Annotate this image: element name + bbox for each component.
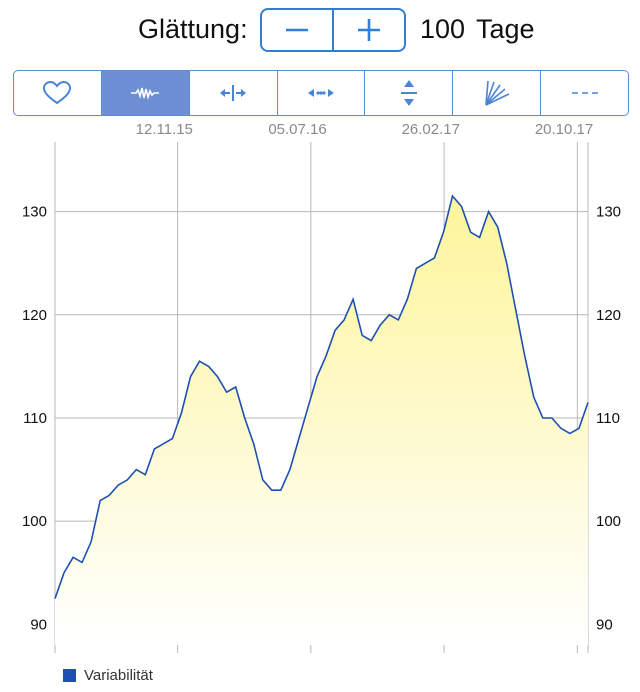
- y-tick-label-left: 100: [22, 513, 47, 530]
- y-tick-label-left: 130: [22, 204, 47, 221]
- variability-chart: 90 90 100 100 110 110 120 120 130 130 12.11.15 05.0…: [22, 121, 621, 653]
- legend-swatch: [63, 669, 76, 682]
- favorite-tool-button[interactable]: [14, 71, 101, 115]
- area-fill: [55, 196, 588, 645]
- y-tick-label-left: 120: [22, 307, 47, 324]
- horizontal-dots-arrows-icon: [308, 89, 334, 97]
- increase-smoothing-button[interactable]: [332, 10, 404, 50]
- vertical-expand-icon: [400, 80, 417, 106]
- x-tick-label: 20.10.17: [535, 121, 593, 138]
- x-tick-label: 26.02.17: [402, 121, 460, 138]
- x-tick-label: 05.07.16: [268, 121, 326, 138]
- axis-labels: 90 90 100 100 110 110 120 120 130 130 12.11.15 05.0…: [22, 121, 621, 633]
- y-tick-label-right: 90: [596, 616, 613, 633]
- smoothing-label: Glättung:: [138, 14, 248, 44]
- y-tick-label-left: 90: [30, 616, 47, 633]
- decrease-smoothing-button[interactable]: [262, 10, 332, 50]
- horizontal-points-tool-button[interactable]: [276, 71, 365, 115]
- chart-legend: Variabilität: [63, 667, 153, 684]
- waveform-tool-button[interactable]: [100, 71, 189, 115]
- heart-icon: [43, 80, 72, 105]
- vertical-expand-tool-button[interactable]: [364, 71, 452, 115]
- minus-icon: [286, 28, 308, 32]
- dashed-line-tool-button[interactable]: [540, 71, 628, 115]
- smoothing-stepper: [260, 8, 406, 52]
- y-tick-label-left: 110: [23, 410, 47, 427]
- horizontal-expand-icon: [220, 85, 247, 101]
- plus-icon: [358, 19, 380, 41]
- horizontal-expand-tool-button[interactable]: [188, 71, 277, 115]
- smoothing-row: Glättung: 100 Tage: [0, 0, 640, 62]
- fan-tool-button[interactable]: [452, 71, 540, 115]
- y-tick-label-right: 100: [596, 513, 621, 530]
- dashed-line-icon: [571, 92, 598, 94]
- chart-mode-toolbar: [13, 70, 629, 116]
- x-tick-label: 12.11.15: [136, 121, 193, 138]
- waveform-icon: [131, 87, 160, 100]
- y-tick-label-right: 110: [596, 410, 620, 427]
- fan-lines-icon: [484, 80, 510, 106]
- smoothing-unit: Tage: [476, 14, 535, 44]
- y-tick-label-right: 130: [596, 204, 621, 221]
- smoothing-value: 100: [420, 14, 466, 44]
- legend-label: Variabilität: [84, 667, 153, 684]
- variability-series-line: [54, 194, 589, 599]
- y-tick-label-right: 120: [596, 307, 621, 324]
